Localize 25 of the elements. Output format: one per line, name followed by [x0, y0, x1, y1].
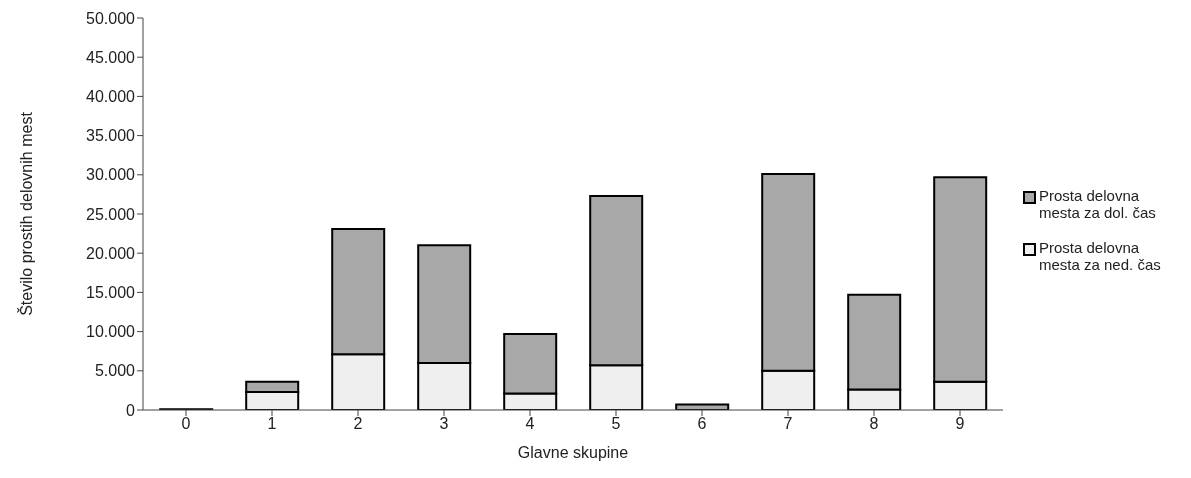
y-tick-label: 50.000	[86, 9, 136, 27]
y-tick-label: 20.000	[86, 244, 136, 262]
y-tick-label: 40.000	[86, 88, 136, 106]
x-tick-label: 6	[697, 415, 707, 433]
legend-label: Prosta delovna mesta za ned. čas	[1039, 239, 1162, 273]
y-axis-title: Število prostih delovnih mest	[16, 111, 35, 316]
x-axis-title: Glavne skupine	[517, 444, 629, 461]
y-tick-label: 15.000	[86, 284, 136, 302]
legend-label: Prosta delovna mesta za dol. čas	[1039, 187, 1157, 221]
x-tick-label: 2	[353, 415, 363, 433]
y-tick-label: 30.000	[86, 166, 136, 184]
y-tick-label: 45.000	[86, 48, 136, 66]
x-tick-label: 4	[525, 415, 535, 433]
x-tick-label: 9	[955, 415, 965, 433]
x-tick-label: 1	[267, 415, 277, 433]
y-tick-label: 10.000	[86, 323, 136, 341]
x-tick-label: 8	[869, 415, 879, 433]
y-tick-label: 5.000	[94, 362, 136, 380]
y-tick-label: 0	[126, 401, 136, 419]
x-tick-label: 0	[181, 415, 191, 433]
y-tick-label: 25.000	[86, 205, 136, 223]
x-tick-label: 5	[611, 415, 621, 433]
y-tick-label: 35.000	[86, 127, 136, 145]
x-tick-label: 3	[439, 415, 449, 433]
x-tick-label: 7	[783, 415, 793, 433]
